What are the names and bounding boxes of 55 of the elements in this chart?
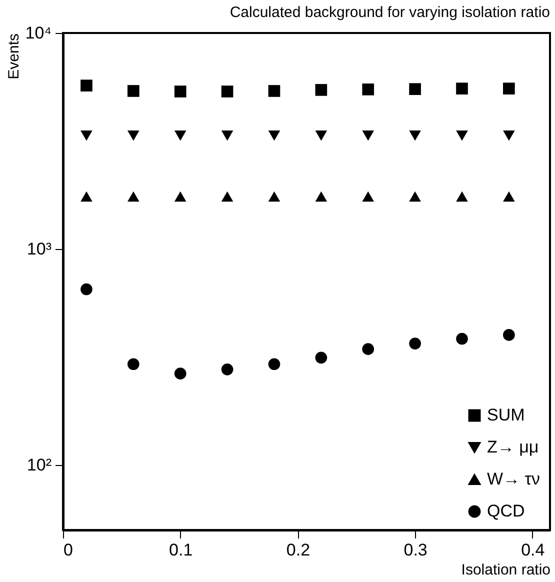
point	[409, 191, 421, 202]
point	[362, 343, 374, 355]
point	[268, 191, 280, 202]
legend-label: SUM	[487, 406, 525, 424]
y-tick-label: 10³	[26, 239, 52, 258]
point	[268, 130, 280, 141]
point	[315, 191, 328, 202]
point	[174, 130, 186, 141]
point	[80, 80, 92, 92]
point	[362, 130, 374, 141]
legend-label: QCD	[487, 502, 525, 520]
point	[503, 191, 515, 202]
point	[127, 85, 140, 97]
point	[456, 130, 468, 141]
point	[362, 191, 374, 202]
x-tick-label: 0	[64, 540, 73, 560]
point	[127, 358, 140, 370]
point	[503, 329, 515, 341]
point	[221, 130, 234, 141]
legend-label: Z→ μμ	[487, 438, 539, 456]
chart-title: Calculated background for varying isolation ratio	[230, 4, 550, 21]
point	[80, 191, 92, 202]
point	[503, 130, 515, 141]
y-axis-title: Events	[5, 34, 22, 80]
point	[174, 191, 186, 202]
point	[315, 130, 328, 141]
point	[456, 191, 468, 202]
point	[221, 364, 234, 376]
legend-label: W→ τν	[487, 470, 540, 488]
point	[127, 191, 140, 202]
point	[80, 130, 92, 141]
point	[409, 83, 421, 95]
point	[268, 85, 280, 97]
point	[221, 86, 234, 98]
point	[362, 84, 374, 96]
x-tick-label: 0.4	[521, 540, 545, 560]
x-axis-title: Isolation ratio	[461, 562, 550, 578]
point	[174, 86, 186, 98]
y-tick-label: 10²	[26, 455, 52, 474]
point	[315, 352, 328, 364]
x-tick-label: 0.2	[286, 540, 310, 560]
point	[315, 84, 328, 96]
point	[221, 191, 234, 202]
point	[503, 82, 515, 94]
point	[409, 338, 421, 350]
point	[80, 283, 92, 296]
point	[456, 332, 468, 345]
point	[127, 130, 140, 141]
x-tick-label: 0.1	[169, 540, 193, 560]
point	[174, 368, 186, 380]
point	[456, 82, 468, 94]
point	[409, 130, 421, 141]
y-tick-label: 10⁴	[25, 24, 52, 42]
point	[268, 358, 280, 370]
x-tick-label: 0.3	[404, 540, 428, 560]
